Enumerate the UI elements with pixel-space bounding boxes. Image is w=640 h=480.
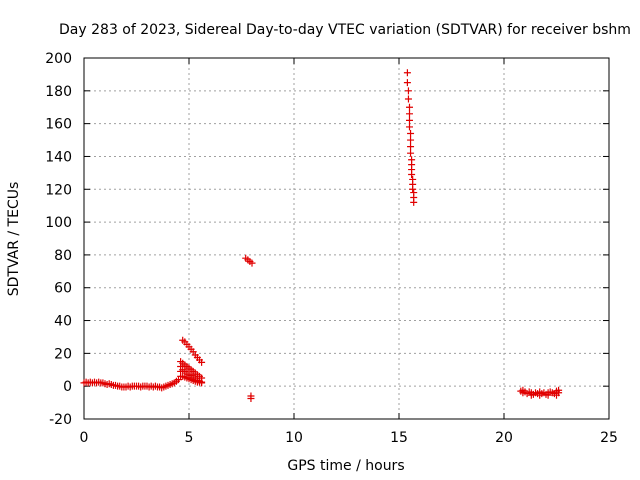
x-tick-label: 25 — [600, 430, 618, 446]
data-point — [409, 185, 417, 193]
x-tick-label: 20 — [495, 430, 513, 446]
data-point — [407, 129, 415, 137]
x-axis-label: GPS time / hours — [287, 458, 404, 474]
data-point — [519, 386, 527, 394]
data-point — [198, 358, 206, 366]
data-point — [407, 149, 415, 157]
data-point — [406, 123, 413, 131]
data-point — [404, 87, 412, 95]
grid — [84, 58, 609, 419]
plot-frame — [83, 57, 610, 420]
x-tick-label: 0 — [80, 430, 89, 446]
tick-labels: 0 5 10 15 20 25 -20 0 20 40 60 80 100 120 140 160 180 200 — [45, 51, 618, 446]
y-tick-label: 40 — [54, 314, 72, 330]
data-point — [248, 259, 256, 267]
y-tick-label: 120 — [45, 182, 72, 198]
x-tick-label: 10 — [285, 430, 303, 446]
y-tick-label: 0 — [63, 379, 72, 395]
data-point — [407, 136, 415, 144]
x-tick-label: 15 — [390, 430, 408, 446]
data-point — [410, 198, 418, 206]
data-point — [406, 103, 413, 111]
data-point — [403, 79, 411, 87]
data-point — [406, 110, 413, 118]
data-point — [408, 171, 416, 179]
y-tick-label: 80 — [54, 248, 72, 264]
data-point — [403, 69, 411, 77]
chart-title: Day 283 of 2023, Sidereal Day-to-day VTE… — [59, 22, 631, 38]
data-point — [247, 394, 255, 402]
axis-ticks — [83, 57, 610, 420]
y-tick-label: 20 — [54, 346, 72, 362]
data-points — [80, 69, 563, 402]
y-axis-label: SDTVAR / TECUs — [6, 182, 22, 297]
data-point — [553, 391, 560, 399]
data-point — [406, 116, 413, 124]
y-tick-label: 100 — [45, 215, 72, 231]
y-tick-label: 140 — [45, 149, 72, 165]
data-point — [198, 379, 206, 387]
y-tick-label: 200 — [45, 51, 72, 67]
data-point — [536, 391, 544, 399]
data-point — [544, 391, 552, 399]
data-point — [527, 391, 535, 399]
y-tick-label: 180 — [45, 84, 72, 100]
data-point — [404, 95, 412, 103]
data-point — [555, 386, 563, 394]
x-tick-label: 5 — [185, 430, 194, 446]
y-tick-label: -20 — [49, 412, 72, 428]
data-point — [407, 143, 415, 151]
y-tick-label: 60 — [54, 281, 72, 297]
y-tick-label: 160 — [45, 117, 72, 133]
